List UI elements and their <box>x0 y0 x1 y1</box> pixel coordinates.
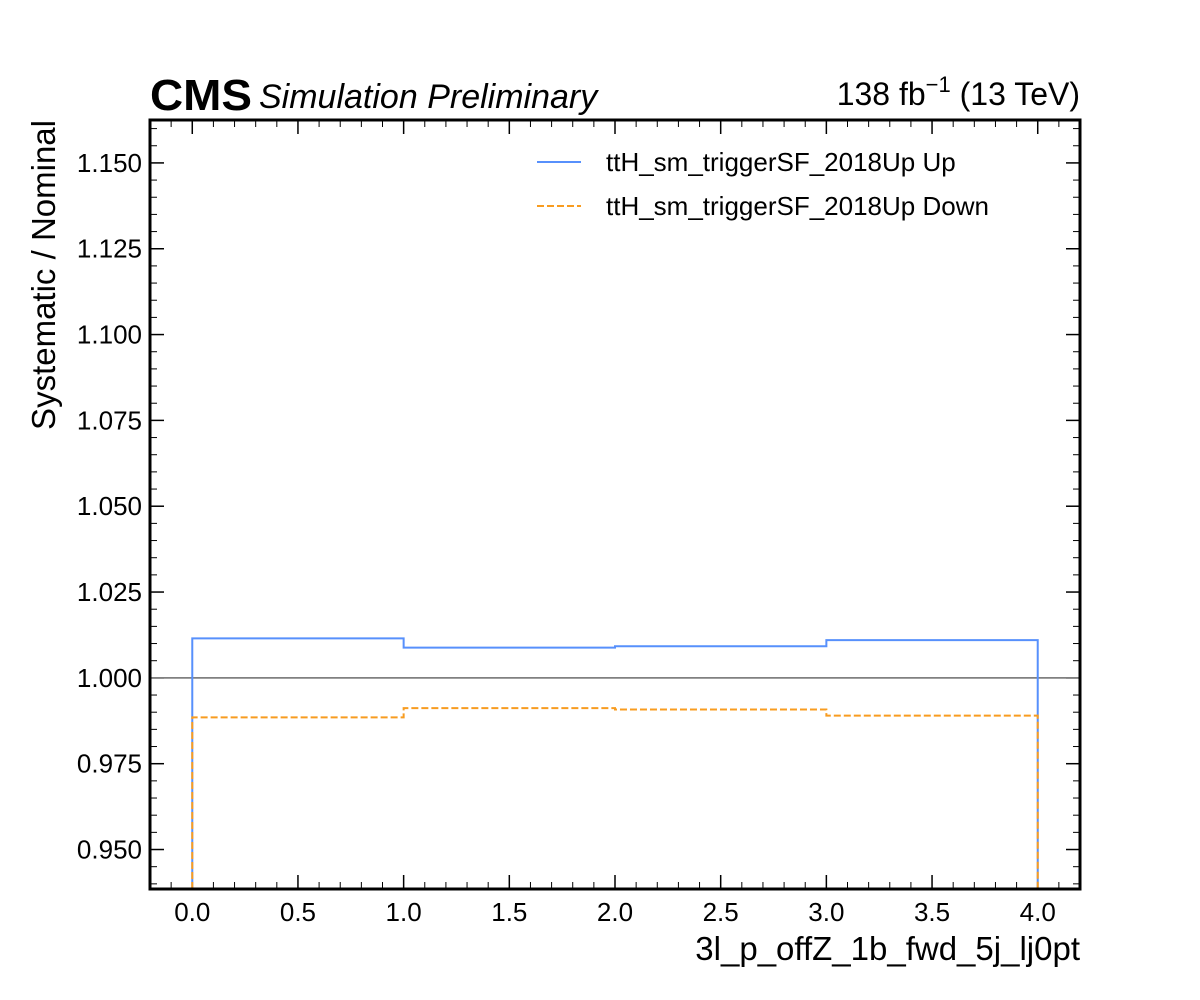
x-tick-label: 0.5 <box>280 897 316 927</box>
series-line-up <box>191 637 1039 889</box>
y-tick-label: 1.075 <box>77 405 142 435</box>
y-tick-label: 1.150 <box>77 148 142 178</box>
plot-frame <box>148 118 1082 891</box>
x-tick-label: 0.0 <box>174 897 210 927</box>
y-tick-label: 1.125 <box>77 234 142 264</box>
x-tick-label: 1.5 <box>491 897 527 927</box>
y-tick-label: 0.950 <box>77 835 142 865</box>
x-axis-title: 3l_p_offZ_1b_fwd_5j_lj0pt <box>695 930 1080 967</box>
y-axis-title: Systematic / Nominal <box>25 120 62 430</box>
experiment-label: CMS <box>150 71 252 120</box>
x-tick-label: 2.0 <box>597 897 633 927</box>
series-layer <box>191 637 1039 889</box>
y-tick-label: 1.050 <box>77 491 142 521</box>
series-line-down <box>191 707 1039 889</box>
luminosity-label: 138 fb−1 (13 TeV) <box>837 72 1080 112</box>
y-tick-label: 1.000 <box>77 663 142 693</box>
energy-label: (13 TeV) <box>951 76 1080 112</box>
x-tick-label: 3.0 <box>808 897 844 927</box>
x-tick-label: 2.5 <box>703 897 739 927</box>
x-tick-label: 3.5 <box>914 897 950 927</box>
legend: ttH_sm_triggerSF_2018Up Up ttH_sm_trigger… <box>537 147 989 221</box>
y-tick-label: 0.975 <box>77 749 142 779</box>
lumi-value: 138 fb <box>837 76 926 112</box>
lumi-exponent: −1 <box>926 72 951 97</box>
x-tick-label: 1.0 <box>386 897 422 927</box>
y-tick-label: 1.100 <box>77 320 142 350</box>
x-tick-label: 4.0 <box>1020 897 1056 927</box>
tick-labels: 0.0 0.5 1.0 1.5 2.0 2.5 3.0 3.5 4.0 0.950 0.975 1.0… <box>77 148 1056 927</box>
axis-ticks <box>149 120 1081 889</box>
y-tick-label: 1.025 <box>77 577 142 607</box>
status-label: Simulation Preliminary <box>259 78 599 116</box>
legend-entry: ttH_sm_triggerSF_2018Up Up <box>606 147 956 177</box>
legend-entry: ttH_sm_triggerSF_2018Up Down <box>606 191 989 221</box>
